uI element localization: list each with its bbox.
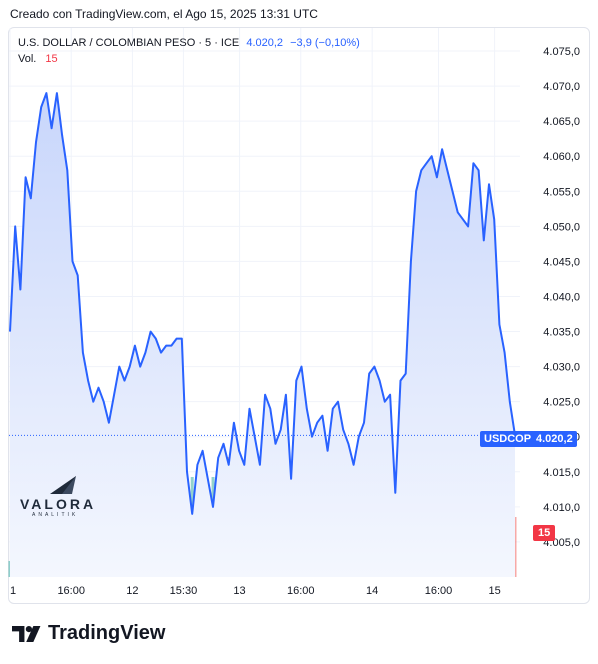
valora-logo-icon (50, 476, 76, 494)
x-tick-label: 12 (126, 585, 138, 597)
y-axis: 4.005,04.010,04.015,04.020,04.025,04.030… (543, 46, 580, 549)
x-tick-label: 15 (488, 585, 500, 597)
y-tick-label: 4.015,0 (543, 467, 580, 479)
x-tick-label: 1 (10, 585, 16, 597)
y-tick-label: 4.035,0 (543, 327, 580, 339)
x-tick-label: 14 (366, 585, 378, 597)
price-area-fill (10, 93, 515, 577)
y-tick-label: 4.075,0 (543, 46, 580, 58)
x-tick-label: 16:00 (57, 585, 85, 597)
tradingview-logo[interactable]: TradingView (12, 622, 165, 645)
x-tick-label: 15:30 (170, 585, 198, 597)
volume-value: 15 (45, 53, 58, 65)
y-tick-label: 4.065,0 (543, 116, 580, 128)
x-axis: 1 16:00 12 15:30 13 16:00 14 16:00 15 (10, 585, 501, 597)
tradingview-wordmark: TradingView (48, 622, 166, 644)
y-tick-label: 4.010,0 (543, 502, 580, 514)
y-tick-label: 4.070,0 (543, 81, 580, 93)
last-price: 4.020,2 (246, 37, 284, 49)
y-tick-label: 4.030,0 (543, 362, 580, 374)
chart-frame (8, 27, 590, 604)
valora-sub: ANALITIK (32, 512, 79, 518)
created-caption: Creado con TradingView.com, el Ago 15, 2… (10, 7, 318, 21)
volume-tag: 15 (533, 525, 556, 541)
y-tick-label: 4.060,0 (543, 151, 580, 163)
x-tick-label: 16:00 (287, 585, 315, 597)
tradingview-mark-icon (12, 625, 41, 642)
volume-label: Vol. (18, 53, 37, 65)
y-tick-label: 4.025,0 (543, 397, 580, 409)
symbol-name: U.S. DOLLAR / COLOMBIAN PESO · 5 · ICE (18, 37, 240, 49)
x-tick-label: 13 (233, 585, 245, 597)
y-tick-label: 4.040,0 (543, 291, 580, 303)
valora-watermark: VALORA ANALITIK (20, 476, 97, 518)
y-tick-label: 4.045,0 (543, 256, 580, 268)
chart-legend: U.S. DOLLAR / COLOMBIAN PESO · 5 · ICE 4… (18, 35, 360, 67)
last-price-tag: 4.020,2 (532, 431, 577, 447)
y-tick-label: 4.050,0 (543, 221, 580, 233)
price-change: −3,9 (−0,10%) (290, 37, 360, 49)
y-tick-label: 4.055,0 (543, 186, 580, 198)
price-area (9, 92, 520, 577)
x-tick-label: 16:00 (425, 585, 453, 597)
symbol-tag: USDCOP (480, 431, 536, 447)
price-line (9, 92, 516, 515)
valora-word: VALORA (20, 496, 97, 512)
